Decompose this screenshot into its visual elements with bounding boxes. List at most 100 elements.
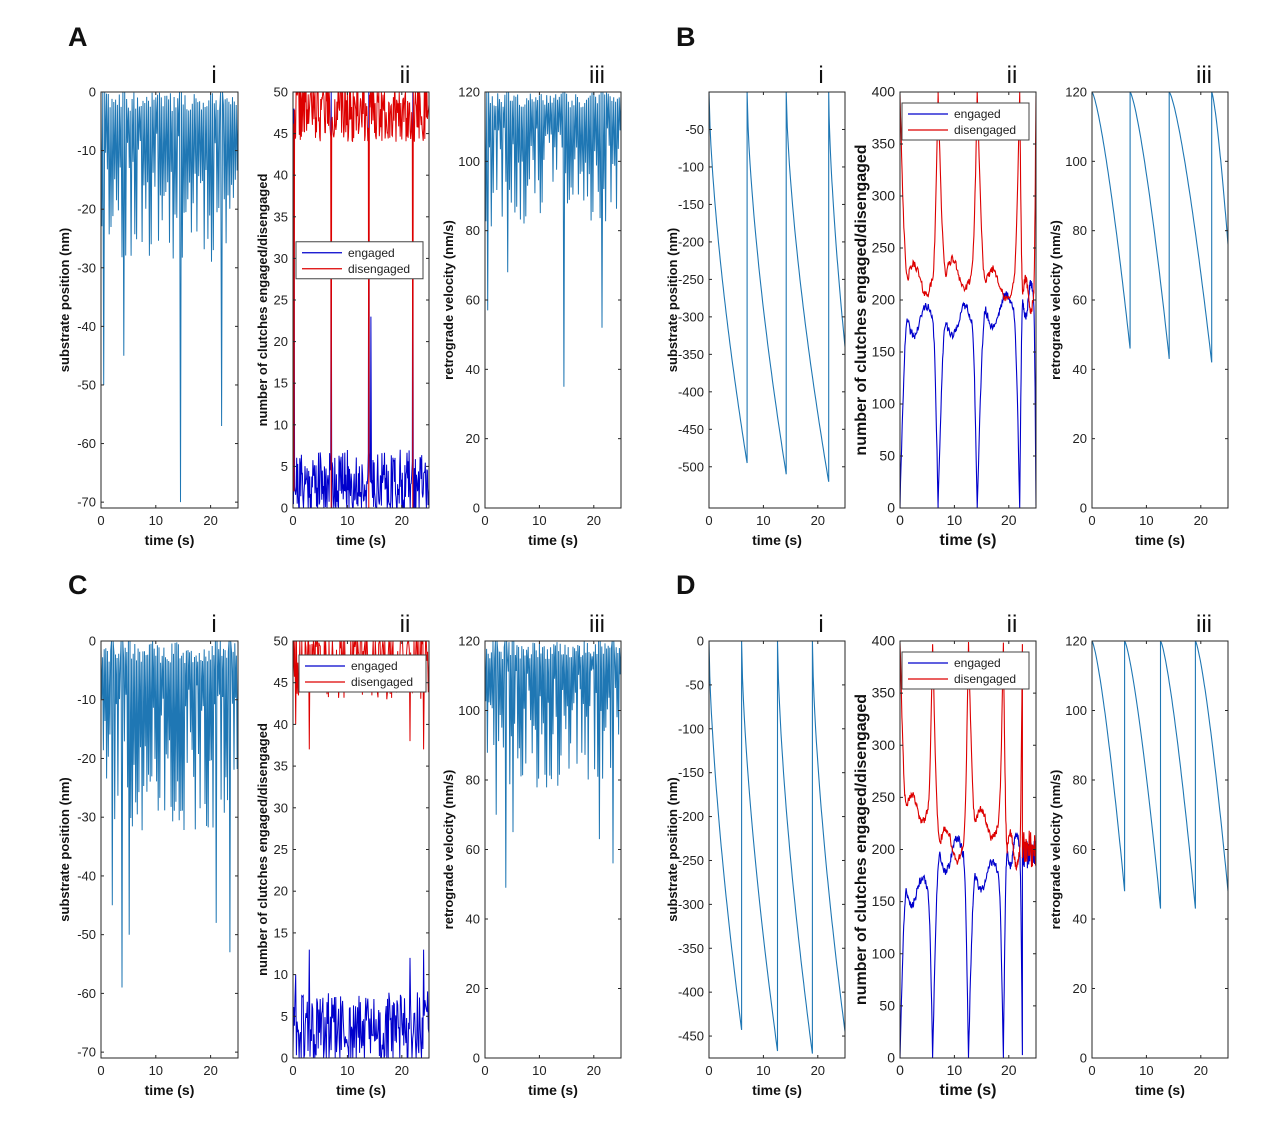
x-tick-label: 20 [1001,1062,1017,1078]
y-tick-label: 0 [473,501,480,516]
x-tick-label: 0 [289,513,296,528]
subplot-A-iii: 0 10 20 0 20 40 60 80 100 120 time (s) retrograde v… [441,62,622,548]
y-tick-label: 100 [872,396,896,412]
x-tick-label: 10 [1139,1063,1153,1078]
y-tick-label: 200 [872,292,896,308]
series-line-engaged [900,279,1036,508]
y-tick-label: 0 [887,1050,895,1066]
y-tick-label: -50 [685,122,704,137]
y-tick-label: 20 [1073,431,1087,446]
y-axis-label: substrate position (nm) [665,228,680,372]
legend: engaged disengaged [901,651,1030,690]
y-tick-label: 5 [281,1009,288,1024]
subplot-label: ii [1007,611,1018,638]
y-tick-label: 20 [1073,981,1087,996]
subplot-D-i: 0 10 20 0 -50 -100 -150 -200 -250 -300 -350 -400 -45… [665,570,846,1098]
axes-box [100,640,239,1059]
legend-label-disengaged: disengaged [954,672,1016,686]
y-axis-label: retrograde velocity (nm/s) [441,220,456,380]
y-tick-label: 300 [872,737,896,753]
y-axis-label: number of clutches engaged/disengaged [255,174,270,427]
y-axis-label: number of clutches engaged/disengaged [853,144,870,455]
x-tick-label: 10 [756,1063,770,1078]
y-tick-label: 60 [466,842,480,857]
subplot-label: iii [589,611,605,638]
legend-label-engaged: engaged [348,246,395,260]
y-tick-label: 200 [872,841,896,857]
y-tick-label: 25 [274,842,288,857]
x-tick-label: 0 [289,1063,296,1078]
legend: engaged disengaged [295,241,424,280]
y-tick-label: 0 [473,1051,480,1066]
x-tick-label: 20 [587,513,601,528]
series-line-substrate [101,641,238,988]
y-axis-label: retrograde velocity (nm/s) [1048,220,1063,380]
series-line-disengaged [900,641,1036,872]
y-tick-label: 120 [1065,634,1087,649]
y-tick-label: 60 [1073,842,1087,857]
y-tick-label: 40 [274,717,288,732]
x-tick-label: 0 [97,1063,104,1078]
subplot-label: ii [400,62,411,89]
subplot-C-iii: 0 10 20 0 20 40 60 80 100 120 time (s) retrograde v… [441,611,622,1098]
y-tick-label: 120 [1065,85,1087,100]
x-tick-label: 10 [947,512,963,528]
series-line-engaged [900,832,1036,1058]
y-tick-label: 60 [466,293,480,308]
legend-box [298,654,427,693]
y-tick-label: 0 [887,500,895,516]
x-axis-label: time (s) [336,532,386,548]
series-group [1092,641,1228,909]
x-tick-label: 0 [1088,1063,1095,1078]
x-tick-label: 0 [705,513,712,528]
y-tick-label: 40 [1073,362,1087,377]
y-tick-label: 20 [466,431,480,446]
legend-label-engaged: engaged [954,107,1001,121]
subplot-label: i [211,611,216,638]
y-axis-label: retrograde velocity (nm/s) [441,770,456,930]
legend: engaged disengaged [298,654,427,693]
y-tick-label: -200 [678,234,704,249]
x-axis-label: time (s) [528,1082,578,1098]
series-group [293,92,429,508]
x-axis-label: time (s) [940,532,997,549]
series-group [101,92,238,503]
y-tick-label: 100 [458,154,480,169]
y-tick-label: -50 [685,677,704,692]
axes-box [708,91,846,509]
y-tick-label: 50 [274,85,288,100]
y-axis-label: number of clutches engaged/disengaged [853,694,870,1005]
y-tick-label: -400 [678,985,704,1000]
y-tick-label: 50 [274,634,288,649]
y-tick-label: -10 [77,143,96,158]
legend-label-disengaged: disengaged [348,262,410,276]
axes-box [292,91,430,509]
y-tick-label: 10 [274,417,288,432]
legend-box [295,241,424,280]
x-tick-label: 10 [340,1063,354,1078]
y-tick-label: 0 [281,1051,288,1066]
series-line-engaged [293,949,429,1058]
subplot-B-i: 0 10 20 -50 -100 -150 -200 -250 -300 -350 -400 -450… [665,22,846,548]
x-tick-label: 10 [340,513,354,528]
legend-label-disengaged: disengaged [351,675,413,689]
subplot-label: iii [1196,611,1212,638]
y-tick-label: 100 [872,945,896,961]
y-tick-label: 350 [872,685,896,701]
x-axis-label: time (s) [1135,532,1185,548]
y-tick-label: 120 [458,634,480,649]
x-axis-label: time (s) [752,532,802,548]
panel-label: A [68,22,88,52]
legend-label-engaged: engaged [351,659,398,673]
y-tick-label: 35 [274,209,288,224]
x-tick-label: 10 [149,1063,163,1078]
y-tick-label: 40 [466,362,480,377]
series-group [709,92,845,482]
x-tick-label: 0 [896,1062,904,1078]
x-tick-label: 0 [97,513,104,528]
y-tick-label: -150 [678,765,704,780]
y-tick-label: 250 [872,789,896,805]
x-tick-label: 10 [756,513,770,528]
axes-box [1091,91,1229,509]
